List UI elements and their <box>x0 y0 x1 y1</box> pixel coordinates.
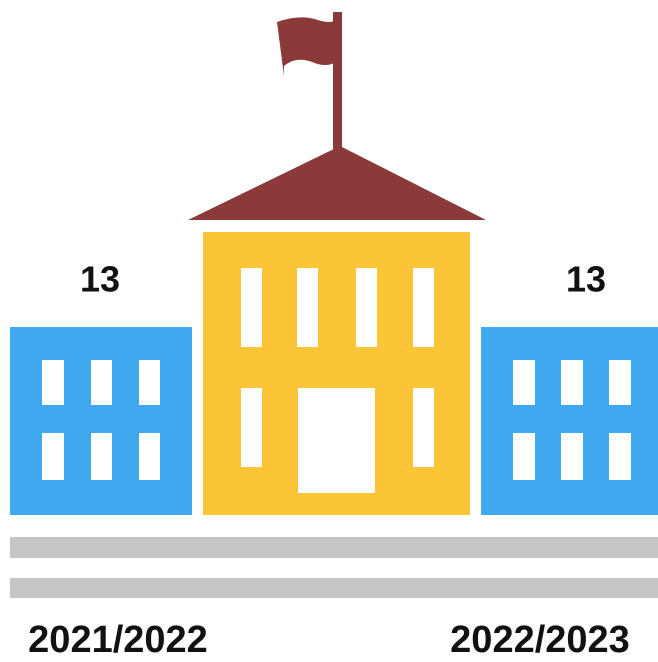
year-label: 2022/2023 <box>450 619 630 661</box>
school-infographic: 13 13 2021/2022 2022/2023 <box>0 0 658 662</box>
value: 13 <box>566 259 606 300</box>
ground-stripe <box>10 537 658 558</box>
left-wing <box>10 327 192 515</box>
ground-stripe <box>10 578 658 598</box>
year-label: 2021/2022 <box>28 619 208 661</box>
flag <box>277 17 336 76</box>
roof <box>188 146 486 220</box>
right-wing <box>481 327 658 515</box>
value: 13 <box>80 259 120 300</box>
